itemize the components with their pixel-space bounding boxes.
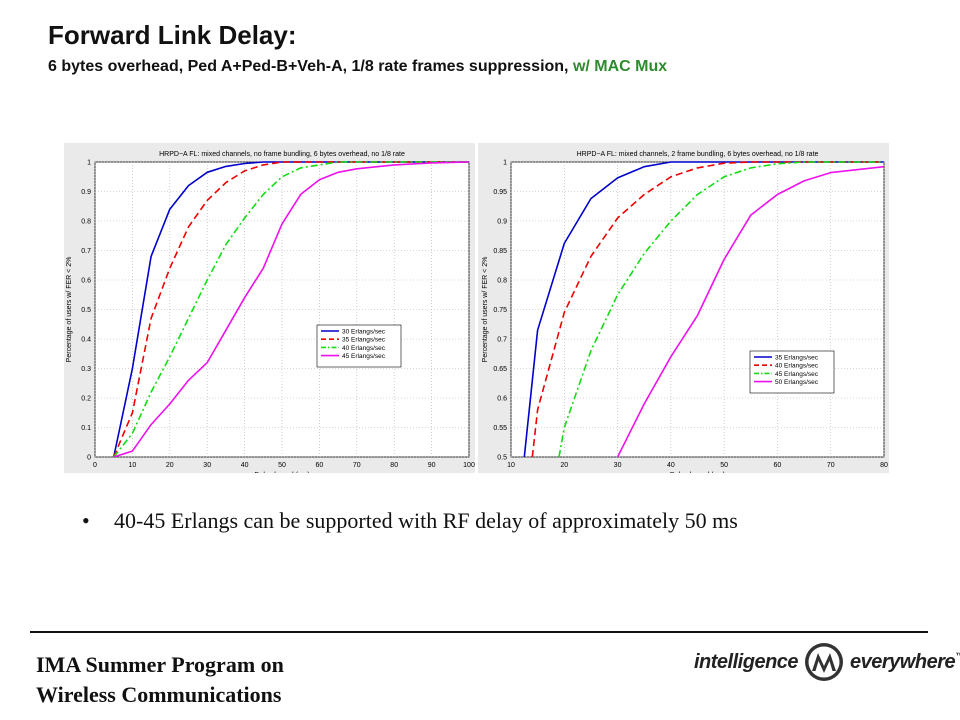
x-tick-label: 50 — [720, 462, 728, 469]
slide-title: Forward Link Delay: — [48, 20, 297, 50]
legend-label: 45 Erlangs/sec — [342, 353, 386, 360]
chart-right-panel: 10 20 30 40 50 60 70 80 0.5 0.55 0.6 0.65 0.7 0.75 0.8… — [478, 143, 889, 473]
y-tick-label: 0.55 — [493, 425, 507, 432]
legend-label: 35 Erlangs/sec — [775, 355, 819, 362]
x-tick-label: 100 — [463, 462, 475, 469]
y-tick-label: 0 — [87, 455, 91, 462]
series-group — [112, 161, 469, 457]
footer-line-2: Wireless Communications — [36, 682, 282, 707]
brand-logo: intelligence everywhere™ — [694, 640, 960, 684]
x-tick-label: 20 — [166, 462, 174, 469]
x-tick-label: 90 — [428, 462, 436, 469]
footer-line-1: IMA Summer Program on — [36, 652, 284, 677]
legend-label: 45 Erlangs/sec — [775, 371, 819, 378]
y-tick-label: 1 — [503, 160, 507, 167]
y-tick-label: 0.6 — [81, 278, 91, 285]
y-tick-label: 0.9 — [81, 189, 91, 196]
motorola-logo-icon — [805, 643, 844, 681]
y-tick-label: 0.75 — [493, 307, 507, 314]
series-line — [616, 165, 884, 457]
series-line — [531, 161, 884, 457]
y-tick-label: 0.65 — [493, 366, 507, 373]
footer-text: IMA Summer Program on Wireless Communica… — [36, 650, 284, 710]
brand-word-right-text: everywhere — [850, 650, 956, 673]
chart-title: HRPD−A FL: mixed channels, no frame bund… — [159, 151, 405, 158]
x-tick-label: 40 — [241, 462, 249, 469]
x-tick-label: 10 — [507, 462, 515, 469]
slide-subtitle: 6 bytes overhead, Ped A+Ped-B+Veh-A, 1/8… — [48, 58, 667, 76]
y-tick-label: 0.4 — [81, 337, 91, 344]
chart-left: 0 10 20 30 40 50 60 70 80 90 100 0 0.1 0.2 0.3 0.4 0.5 0.… — [66, 151, 475, 473]
y-tick-label: 0.7 — [497, 337, 507, 344]
series-line — [558, 161, 884, 457]
y-tick-label: 0.85 — [493, 248, 507, 255]
chart-left-panel: 0 10 20 30 40 50 60 70 80 90 100 0 0.1 0.2 0.3 0.4 0.5 0.… — [64, 143, 475, 473]
subtitle-mac-mux: w/ MAC Mux — [572, 58, 668, 75]
trademark-symbol: ™ — [955, 651, 960, 661]
y-tick-label: 0.1 — [81, 425, 91, 432]
legend-label: 30 Erlangs/sec — [342, 329, 386, 336]
x-tick-label: 70 — [827, 462, 835, 469]
x-tick-label: 70 — [353, 462, 361, 469]
y-tick-label: 0.2 — [81, 396, 91, 403]
y-tick-label: 0.5 — [81, 307, 91, 314]
series-line — [113, 161, 469, 457]
y-tick-label: 0.7 — [81, 248, 91, 255]
bullet-text: 40-45 Erlangs can be supported with RF d… — [114, 508, 738, 533]
x-tick-label: 60 — [316, 462, 324, 469]
chart-right: 10 20 30 40 50 60 70 80 0.5 0.55 0.6 0.65 0.7 0.75 0.8… — [482, 151, 888, 473]
y-tick-label: 0.5 — [497, 455, 507, 462]
x-tick-label: 0 — [93, 462, 97, 469]
y-axis-label: Percentage of users w/ FER < 2% — [482, 257, 489, 363]
brand-word-right: everywhere™ — [850, 651, 960, 674]
series-line — [113, 161, 469, 457]
footer-divider — [30, 631, 928, 633]
legend-label: 35 Erlangs/sec — [342, 337, 386, 344]
legend-label: 50 Erlangs/sec — [775, 379, 819, 386]
x-tick-label: 30 — [614, 462, 622, 469]
x-tick-label: 10 — [129, 462, 137, 469]
y-tick-label: 0.6 — [497, 396, 507, 403]
x-axis-label: Delay bound (ms) — [254, 472, 309, 473]
x-tick-label: 80 — [880, 462, 888, 469]
x-tick-label: 60 — [774, 462, 782, 469]
x-tick-label: 40 — [667, 462, 675, 469]
x-tick-label: 50 — [278, 462, 286, 469]
x-axis-label: Delay bound (ms) — [670, 472, 725, 473]
legend-box — [749, 350, 835, 394]
y-tick-label: 0.8 — [497, 278, 507, 285]
subtitle-main: 6 bytes overhead, Ped A+Ped-B+Veh-A, 1/8… — [48, 58, 573, 75]
legend-label: 40 Erlangs/sec — [342, 345, 386, 352]
y-tick-label: 0.9 — [497, 219, 507, 226]
y-axis-label: Percentage of users w/ FER < 2% — [66, 257, 73, 363]
brand-word-left: intelligence — [694, 650, 799, 673]
legend-box — [316, 324, 402, 368]
y-tick-label: 1 — [87, 160, 91, 167]
x-tick-label: 30 — [203, 462, 211, 469]
bullet-item: • 40-45 Erlangs can be supported with RF … — [82, 508, 738, 534]
y-tick-label: 0.3 — [81, 366, 91, 373]
y-tick-label: 0.8 — [81, 219, 91, 226]
x-tick-label: 20 — [560, 462, 568, 469]
x-tick-label: 80 — [390, 462, 398, 469]
legend-label: 40 Erlangs/sec — [775, 363, 819, 370]
bullet-dot: • — [82, 508, 90, 533]
chart-title: HRPD−A FL: mixed channels, 2 frame bundl… — [577, 151, 819, 158]
y-tick-label: 0.95 — [493, 189, 507, 196]
series-group — [523, 161, 884, 457]
